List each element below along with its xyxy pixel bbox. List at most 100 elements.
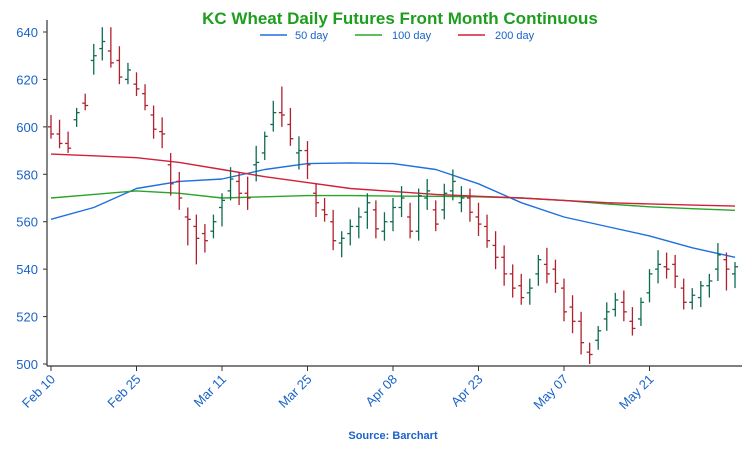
- ohlc-bar: [646, 269, 653, 303]
- y-tick-label: 560: [16, 215, 38, 230]
- ohlc-bar: [407, 202, 414, 239]
- ohlc-bar: [655, 250, 662, 284]
- ohlc-bar: [501, 245, 508, 286]
- ohlc-bar: [150, 105, 157, 139]
- ohlc-bar: [714, 243, 721, 281]
- ohlc-bar: [390, 198, 396, 232]
- ohlc-bar: [561, 278, 567, 322]
- ohlc-bar: [253, 145, 260, 182]
- y-tick-label: 620: [16, 72, 38, 87]
- ohlc-bar: [526, 278, 533, 305]
- ohlc-bar: [603, 302, 610, 331]
- ohlc-bar: [518, 273, 525, 305]
- ohlc-bar: [201, 224, 208, 253]
- ohlc-bar: [484, 214, 491, 248]
- ohlc-bar: [680, 278, 687, 310]
- x-tick-label: Mar 11: [191, 372, 230, 411]
- ohlc-bar: [159, 117, 166, 149]
- ohlc-bar: [116, 46, 123, 85]
- y-tick-label: 600: [16, 120, 38, 135]
- y-tick-label: 640: [16, 25, 38, 40]
- ohlc-bar: [176, 171, 183, 210]
- ohlc-bar: [270, 100, 277, 132]
- ohlc-bar: [313, 183, 320, 217]
- ohlc-bar: [65, 131, 72, 153]
- ohlc-bar: [261, 131, 268, 161]
- legend-label-100-day: 100 day: [392, 30, 432, 42]
- y-tick-label: 580: [16, 167, 38, 182]
- x-tick-label: Feb 10: [19, 372, 58, 411]
- ohlc-bar: [398, 186, 405, 217]
- ohlc-bar: [167, 152, 174, 196]
- ohlc-bar: [82, 93, 89, 111]
- ohlc-bar: [612, 292, 619, 317]
- ohlc-bar: [210, 214, 217, 239]
- ohlc-bar: [355, 207, 362, 239]
- ohlc-bar: [287, 107, 294, 146]
- ohlc-bar: [372, 200, 379, 239]
- ohlc-bar: [295, 136, 302, 170]
- ohlc-bar: [689, 288, 696, 310]
- y-tick-label: 520: [16, 310, 38, 325]
- ohlc-bar: [441, 183, 448, 220]
- ohlc-bar: [278, 86, 285, 127]
- ohlc-bar: [124, 62, 131, 85]
- ohlc-bar: [381, 212, 388, 241]
- ohlc-bar: [458, 186, 465, 213]
- ohlc-bar: [492, 231, 499, 270]
- ohlc-bar: [723, 252, 730, 291]
- ohlc-bar: [330, 209, 337, 251]
- ohlc-bars: [48, 27, 738, 364]
- y-tick-label: 540: [16, 262, 38, 277]
- ohlc-bar: [227, 167, 234, 201]
- ohlc-bar: [415, 188, 422, 241]
- ohlc-bar: [56, 119, 63, 149]
- x-axis-ticks: Feb 10 Feb 25 Mar 11 Mar 25 Apr 08 Apr 23 May …: [19, 366, 657, 412]
- x-tick-label: May 07: [530, 372, 571, 413]
- y-tick-label: 500: [16, 357, 38, 372]
- ohlc-bar: [432, 200, 439, 232]
- ohlc-bar: [706, 273, 713, 298]
- ohlc-bar: [475, 202, 482, 236]
- ohlc-bar: [219, 193, 225, 227]
- ohlc-bar: [244, 176, 251, 210]
- legend-label-200-day: 200 day: [495, 30, 535, 42]
- ohlc-bar: [672, 254, 679, 289]
- moving-average-lines: [50, 153, 736, 258]
- ohlc-bar: [543, 247, 550, 284]
- ohlc-bar: [620, 290, 627, 322]
- x-tick-label: Apr 23: [448, 372, 486, 410]
- ohlc-bar: [321, 198, 328, 222]
- ohlc-bar: [637, 297, 644, 327]
- ohlc-bar: [99, 27, 106, 61]
- ohlc-bar: [578, 311, 585, 355]
- ohlc-bar: [338, 231, 345, 258]
- x-tick-label: Apr 08: [362, 372, 400, 410]
- ohlc-bar: [697, 281, 704, 308]
- ohlc-bar: [595, 326, 602, 350]
- ohlc-bar: [629, 307, 636, 336]
- ohlc-bar: [535, 254, 542, 286]
- y-axis-ticks: 500 520 540 560 580 600 620 640: [16, 25, 47, 372]
- ohlc-bar: [424, 179, 431, 210]
- ohlc-bar: [184, 207, 191, 246]
- ohlc-bar: [48, 115, 54, 139]
- ohlc-bar: [663, 252, 670, 279]
- ohlc-bar: [193, 214, 200, 265]
- ma-50-day-line: [50, 162, 736, 258]
- legend-label-50-day: 50 day: [295, 30, 329, 42]
- ohlc-bar: [569, 295, 576, 334]
- ohlc-bar: [133, 72, 140, 97]
- ohlc-bar: [449, 169, 456, 201]
- ohlc-bar: [142, 84, 149, 111]
- chart-title: KC Wheat Daily Futures Front Month Conti…: [202, 9, 598, 28]
- x-tick-label: May 21: [616, 372, 657, 413]
- source-note: Source: Barchart: [348, 430, 438, 442]
- ohlc-bar: [347, 219, 354, 246]
- ohlc-bar: [73, 107, 80, 127]
- ohlc-bar: [552, 259, 559, 293]
- x-tick-label: Mar 25: [275, 372, 314, 411]
- ohlc-bar: [509, 264, 516, 298]
- ma-100-day-line: [50, 190, 736, 211]
